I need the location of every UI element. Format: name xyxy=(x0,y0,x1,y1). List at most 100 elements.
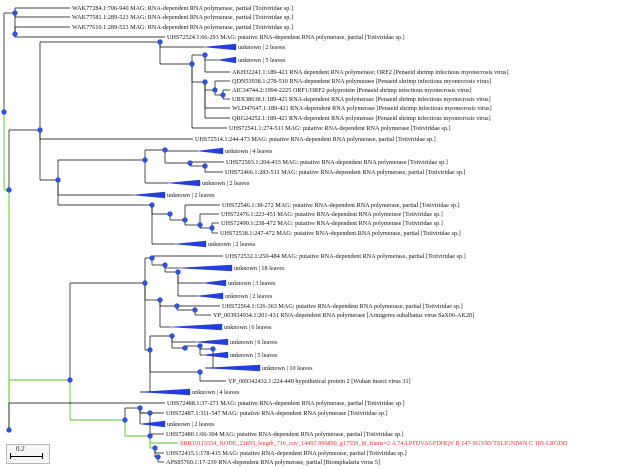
node-x xyxy=(149,255,155,261)
leaf-label-9: UBX38638.1:189-421 RNA-dependent RNA pol… xyxy=(232,96,491,103)
node-e xyxy=(157,39,163,45)
node-F xyxy=(182,345,188,351)
leaf-label-42: APS85760.1:17-239 RNA-dependent RNA poly… xyxy=(166,459,380,466)
node-L xyxy=(147,410,153,416)
leaf-label-26: unknown | 3 leaves xyxy=(228,280,276,287)
node-l xyxy=(142,157,148,163)
node-z xyxy=(175,269,181,275)
node-r xyxy=(182,217,188,223)
collapsed-clade-25 xyxy=(177,264,233,272)
node-H xyxy=(210,346,216,352)
leaf-label-19: UHS72546.1:38-272 MAG: putative RNA-depe… xyxy=(222,202,460,209)
tree-branches xyxy=(3,7,230,463)
leaf-label-35: unknown | 4 leaves xyxy=(192,389,240,396)
collapsed-clade-17 xyxy=(167,179,201,187)
leaf-label-18: unknown | 2 leaves xyxy=(167,192,215,199)
leaf-label-7: QDN53938.1:278-510 RNA-dependent RNA pol… xyxy=(232,78,491,85)
leaf-label-37: UHS72487.1:311-547 MAG: putative RNA-dep… xyxy=(166,410,388,417)
collapsed-clades xyxy=(132,43,261,428)
leaf-label-10: WLD47647.1:189-421 RNA-dependent RNA pol… xyxy=(232,105,492,112)
collapsed-clade-31 xyxy=(195,338,229,346)
node-R xyxy=(1,109,7,115)
leaf-label-12: UHS72541.1:274-511 MAG: putative RNA-dep… xyxy=(229,125,451,132)
node-q xyxy=(167,211,173,217)
leaf-labels: WAK77284.1:706-940 MAG: RNA-dependent RN… xyxy=(72,5,568,466)
tree-nodes xyxy=(1,10,226,460)
node-f xyxy=(189,61,195,67)
node-c xyxy=(6,187,12,193)
collapsed-clade-27 xyxy=(196,292,224,300)
node-J xyxy=(122,417,128,423)
leaf-label-31: unknown | 6 leaves xyxy=(230,339,278,346)
node-t xyxy=(209,225,215,231)
leaf-label-15: UHS72503.1:204-433 MAG: putative RNA-dep… xyxy=(226,159,448,166)
leaf-label-3: UHS72524.1:66-293 MAG: putative RNA-depe… xyxy=(167,34,405,41)
node-M xyxy=(147,433,153,439)
node-O xyxy=(155,454,161,460)
leaf-label-20: UHS72476.1:223-451 MAG: putative RNA-dep… xyxy=(221,211,443,218)
node-p xyxy=(149,202,155,208)
node-N xyxy=(152,445,158,451)
scale-bar-label: 0.2 xyxy=(16,445,25,453)
node-u xyxy=(6,427,12,433)
node-K xyxy=(137,405,143,411)
leaf-label-0: WAK77284.1:706-940 MAG: RNA-dependent RN… xyxy=(72,5,293,12)
leaf-label-21: UHS72490.1:238-472 MAG: putative RNA-dep… xyxy=(221,220,443,227)
node-a xyxy=(12,10,18,16)
leaf-label-30: unknown | 6 leaves xyxy=(224,324,272,331)
node-E xyxy=(169,333,175,339)
node-s xyxy=(197,222,203,228)
leaf-label-27: unknown | 2 leaves xyxy=(225,293,273,300)
node-D xyxy=(147,347,153,353)
leaf-label-1: WAK77581.1:289-523 MAG: RNA-dependent RN… xyxy=(72,14,293,21)
collapsed-clade-26 xyxy=(202,279,227,287)
leaf-label-4: unknown | 2 leaves xyxy=(238,44,286,51)
node-i xyxy=(212,87,218,93)
node-v xyxy=(67,377,73,383)
scale-bar-frame xyxy=(6,444,50,464)
node-A xyxy=(157,297,163,303)
collapsed-clade-30 xyxy=(169,323,223,331)
scale-bar-tick-right xyxy=(42,453,43,459)
collapsed-clade-23 xyxy=(174,240,207,248)
leaf-label-17: unknown | 2 leaves xyxy=(202,180,250,187)
node-m xyxy=(162,147,168,153)
collapsed-clade-18 xyxy=(132,191,166,199)
leaf-label-36: UHS72488.1:37-271 MAG: putative RNA-depe… xyxy=(167,400,405,407)
leaf-label-24: UHS72532.1:250-484 MAG: putative RNA-dep… xyxy=(225,253,466,260)
scale-bar: 0.2 xyxy=(6,444,50,464)
node-w xyxy=(142,280,148,286)
leaf-label-2: WAK77610.1:289-523 MAG: RNA-dependent RN… xyxy=(72,24,293,31)
node-g xyxy=(202,52,208,58)
collapsed-clade-35 xyxy=(139,388,191,396)
node-n xyxy=(187,160,193,166)
leaf-label-5: unknown | 5 leaves xyxy=(238,57,286,64)
leaf-label-34: YP_009342432.1:224-449 hypothetical prot… xyxy=(228,378,411,385)
node-d xyxy=(37,127,43,133)
collapsed-clade-38 xyxy=(139,420,166,428)
leaf-label-13: UHS72514.1:244-473 MAG: putative RNA-dep… xyxy=(195,136,436,143)
node-G xyxy=(197,343,203,349)
leaf-label-40: SRR19115554_NODE_21893_length_716_cov_14… xyxy=(180,440,568,447)
leaf-label-28: UHS72564.1:126-363 MAG: putative RNA-dep… xyxy=(222,303,463,310)
collapsed-clade-4 xyxy=(203,43,237,51)
node-C xyxy=(192,307,198,313)
leaf-label-22: UHS72538.1:247-472 MAG: putative RNA-dep… xyxy=(220,230,461,237)
node-h xyxy=(202,79,208,85)
collapsed-clade-14 xyxy=(197,147,224,155)
leaf-label-6: AKH32241.1:189-421 RNA dependent RNA pol… xyxy=(232,69,509,76)
scale-bar-line xyxy=(10,456,42,457)
leaf-label-11: QRG24252.1:189-421 RNA-dependent RNA pol… xyxy=(232,115,491,122)
collapsed-clade-32 xyxy=(202,351,229,359)
node-I xyxy=(197,369,203,375)
node-b xyxy=(12,31,18,37)
leaf-label-32: unknown | 5 leaves xyxy=(230,352,278,359)
leaf-label-8: AIC34744.2:1994-2225 ORF1/ORF2 polyprote… xyxy=(232,87,472,94)
leaf-label-16: UHS72466.1:283-511 MAG: putative RNA-dep… xyxy=(225,169,465,176)
node-j xyxy=(220,92,226,98)
node-o xyxy=(202,163,208,169)
leaf-label-33: unknown | 10 leaves xyxy=(262,365,313,372)
node-B xyxy=(174,303,180,309)
node-k xyxy=(55,177,61,183)
